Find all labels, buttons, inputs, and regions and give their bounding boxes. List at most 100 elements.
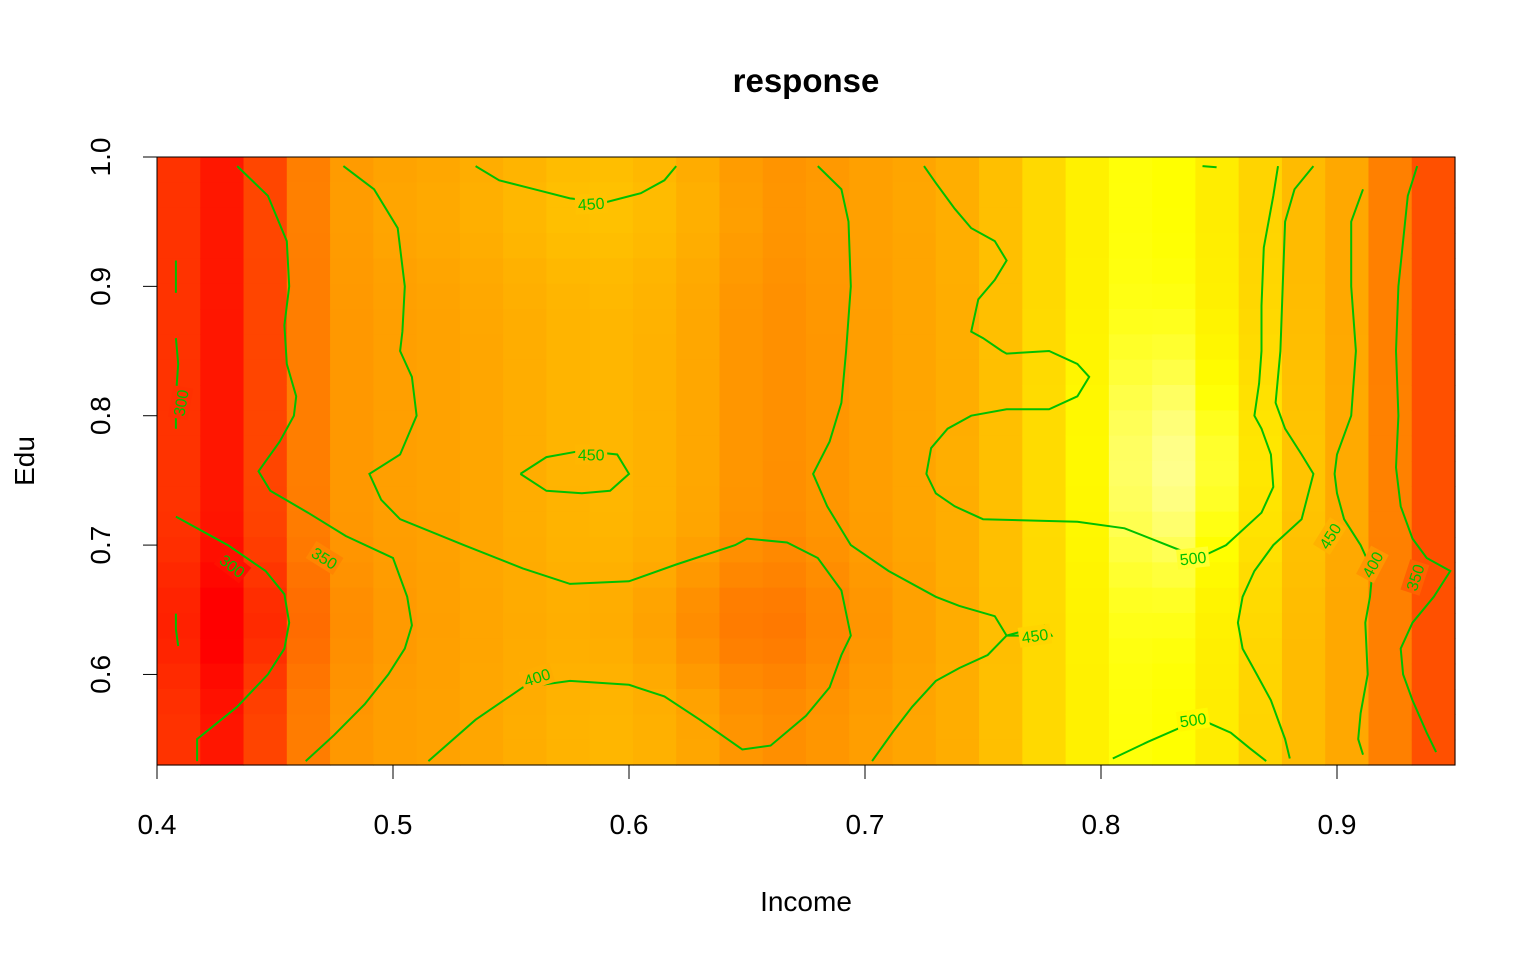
heatmap-cell (286, 663, 331, 690)
heatmap-cell (1108, 385, 1153, 411)
heatmap-cell (849, 334, 894, 361)
heatmap-cell (849, 587, 894, 614)
heatmap-cell (416, 663, 461, 690)
heatmap-cell (330, 613, 374, 639)
heatmap-cell (892, 689, 937, 715)
heatmap-cell (1022, 207, 1067, 234)
heatmap-cell (719, 486, 764, 513)
heatmap-cell (546, 334, 591, 361)
heatmap-cell (503, 714, 547, 741)
heatmap-cell (243, 486, 288, 513)
heatmap-cell (1368, 689, 1413, 715)
heatmap-cell (892, 233, 937, 259)
heatmap-cell (416, 511, 461, 538)
heatmap-cell (892, 334, 937, 361)
heatmap-cell (157, 233, 201, 259)
heatmap-cell (546, 233, 591, 259)
heatmap-cell (762, 207, 807, 234)
heatmap-cell (762, 233, 807, 259)
heatmap-cell (892, 739, 937, 766)
heatmap-cell (719, 613, 764, 639)
heatmap-cell (935, 511, 980, 538)
heatmap-cell (286, 486, 331, 513)
heatmap-cell (1065, 486, 1110, 513)
heatmap-cell (1022, 486, 1067, 513)
heatmap-cell (459, 435, 504, 462)
heatmap-cell (892, 714, 937, 741)
heatmap-cell (1022, 587, 1067, 614)
heatmap-cell (1368, 182, 1413, 209)
heatmap-cell (1238, 714, 1283, 741)
heatmap-cell (1281, 359, 1326, 386)
heatmap-cell (762, 359, 807, 386)
heatmap-cell (243, 562, 288, 589)
heatmap-cell (1325, 410, 1370, 437)
heatmap-cell (762, 334, 807, 361)
heatmap-cell (1065, 537, 1110, 563)
heatmap-cell (1108, 486, 1153, 513)
heatmap-cell (1022, 461, 1067, 487)
heatmap-cell (762, 638, 807, 665)
heatmap-cell (676, 258, 721, 285)
heatmap-cell (1368, 233, 1413, 259)
heatmap-cell (546, 385, 591, 411)
heatmap-cell (1411, 385, 1456, 411)
heatmap-cell (286, 182, 331, 209)
heatmap-cell (1152, 258, 1196, 285)
heatmap-cell (806, 663, 850, 690)
heatmap-cell (849, 157, 894, 183)
heatmap-cell (1108, 157, 1153, 183)
heatmap-cell (1411, 613, 1456, 639)
heatmap-cell (1238, 511, 1283, 538)
heatmap-cell (330, 385, 374, 411)
heatmap-cell (200, 157, 245, 183)
heatmap-cell (243, 334, 288, 361)
heatmap-cell (1411, 182, 1456, 209)
heatmap-cell (1368, 385, 1413, 411)
heatmap-cell (1195, 182, 1240, 209)
heatmap-cell (373, 511, 418, 538)
heatmap-cell (286, 638, 331, 665)
heatmap-cell (849, 511, 894, 538)
heatmap-cell (286, 461, 331, 487)
heatmap-cell (979, 689, 1023, 715)
heatmap-cell (1411, 207, 1456, 234)
heatmap-cell (892, 562, 937, 589)
heatmap-cell (719, 461, 764, 487)
heatmap-cell (503, 537, 547, 563)
heatmap-cell (1195, 638, 1240, 665)
heatmap-cell (416, 410, 461, 437)
heatmap-cell (503, 283, 547, 310)
contour-line-350 (236, 165, 413, 762)
contour-label-bg (213, 548, 252, 584)
heatmap-cell (935, 258, 980, 285)
heatmap-cell (806, 410, 850, 437)
heatmap-cell (676, 334, 721, 361)
heatmap-cell (503, 739, 547, 766)
heatmap-cell (330, 359, 374, 386)
heatmap-cell (503, 587, 547, 614)
heatmap-cell (416, 461, 461, 487)
heatmap-cell (373, 461, 418, 487)
heatmap-cell (1368, 359, 1413, 386)
heatmap-cell (373, 587, 418, 614)
heatmap-cell (200, 410, 245, 437)
heatmap-cell (286, 435, 331, 462)
heatmap-cell (849, 385, 894, 411)
heatmap-cell (719, 714, 764, 741)
heatmap-cell (1281, 309, 1326, 335)
heatmap-cell (632, 359, 677, 386)
heatmap-cell (806, 258, 850, 285)
heatmap-cell (1195, 435, 1240, 462)
heatmap-cell (1325, 385, 1370, 411)
heatmap-cell (286, 207, 331, 234)
y-tick-label: 0.6 (85, 655, 116, 694)
heatmap-cell (1411, 714, 1456, 741)
heatmap-cell (503, 334, 547, 361)
contour-line-450 (811, 165, 1054, 762)
heatmap-cell (200, 435, 245, 462)
heatmap-cell (979, 511, 1023, 538)
heatmap-cell (373, 410, 418, 437)
heatmap-cell (1152, 613, 1196, 639)
heatmap-cell (157, 739, 201, 766)
